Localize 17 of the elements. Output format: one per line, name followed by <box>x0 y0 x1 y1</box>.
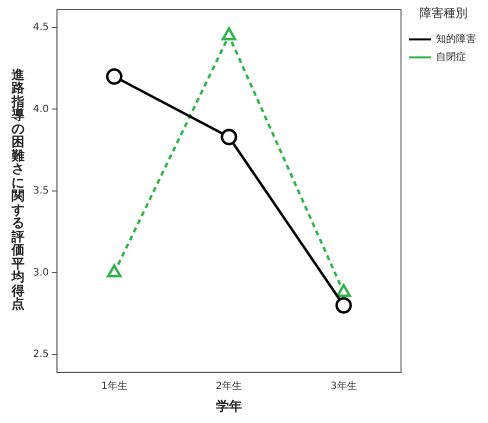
x-tick-label: 2年生 <box>216 380 242 392</box>
legend-label: 自閉症 <box>436 50 466 63</box>
x-tick-label: 3年生 <box>330 380 357 392</box>
point <box>336 284 351 298</box>
x-tick-label: 1年生 <box>101 380 128 392</box>
legend-label: 知的障害 <box>436 32 476 45</box>
y-tick-label: 3.0 <box>32 267 49 278</box>
y-tick-label: 2.5 <box>32 349 49 360</box>
legend-title: 障害種別 <box>420 6 468 20</box>
y-tick-label: 3.5 <box>32 186 49 197</box>
text: 進路指導の困難さに関する評価平均得点 <box>12 68 24 312</box>
x-axis-title: 学年 <box>216 400 242 415</box>
y-tick-label: 4.0 <box>32 104 49 115</box>
y-tick-label: 4.5 <box>32 22 49 34</box>
point <box>220 128 238 146</box>
point <box>106 264 122 278</box>
point <box>106 68 123 85</box>
